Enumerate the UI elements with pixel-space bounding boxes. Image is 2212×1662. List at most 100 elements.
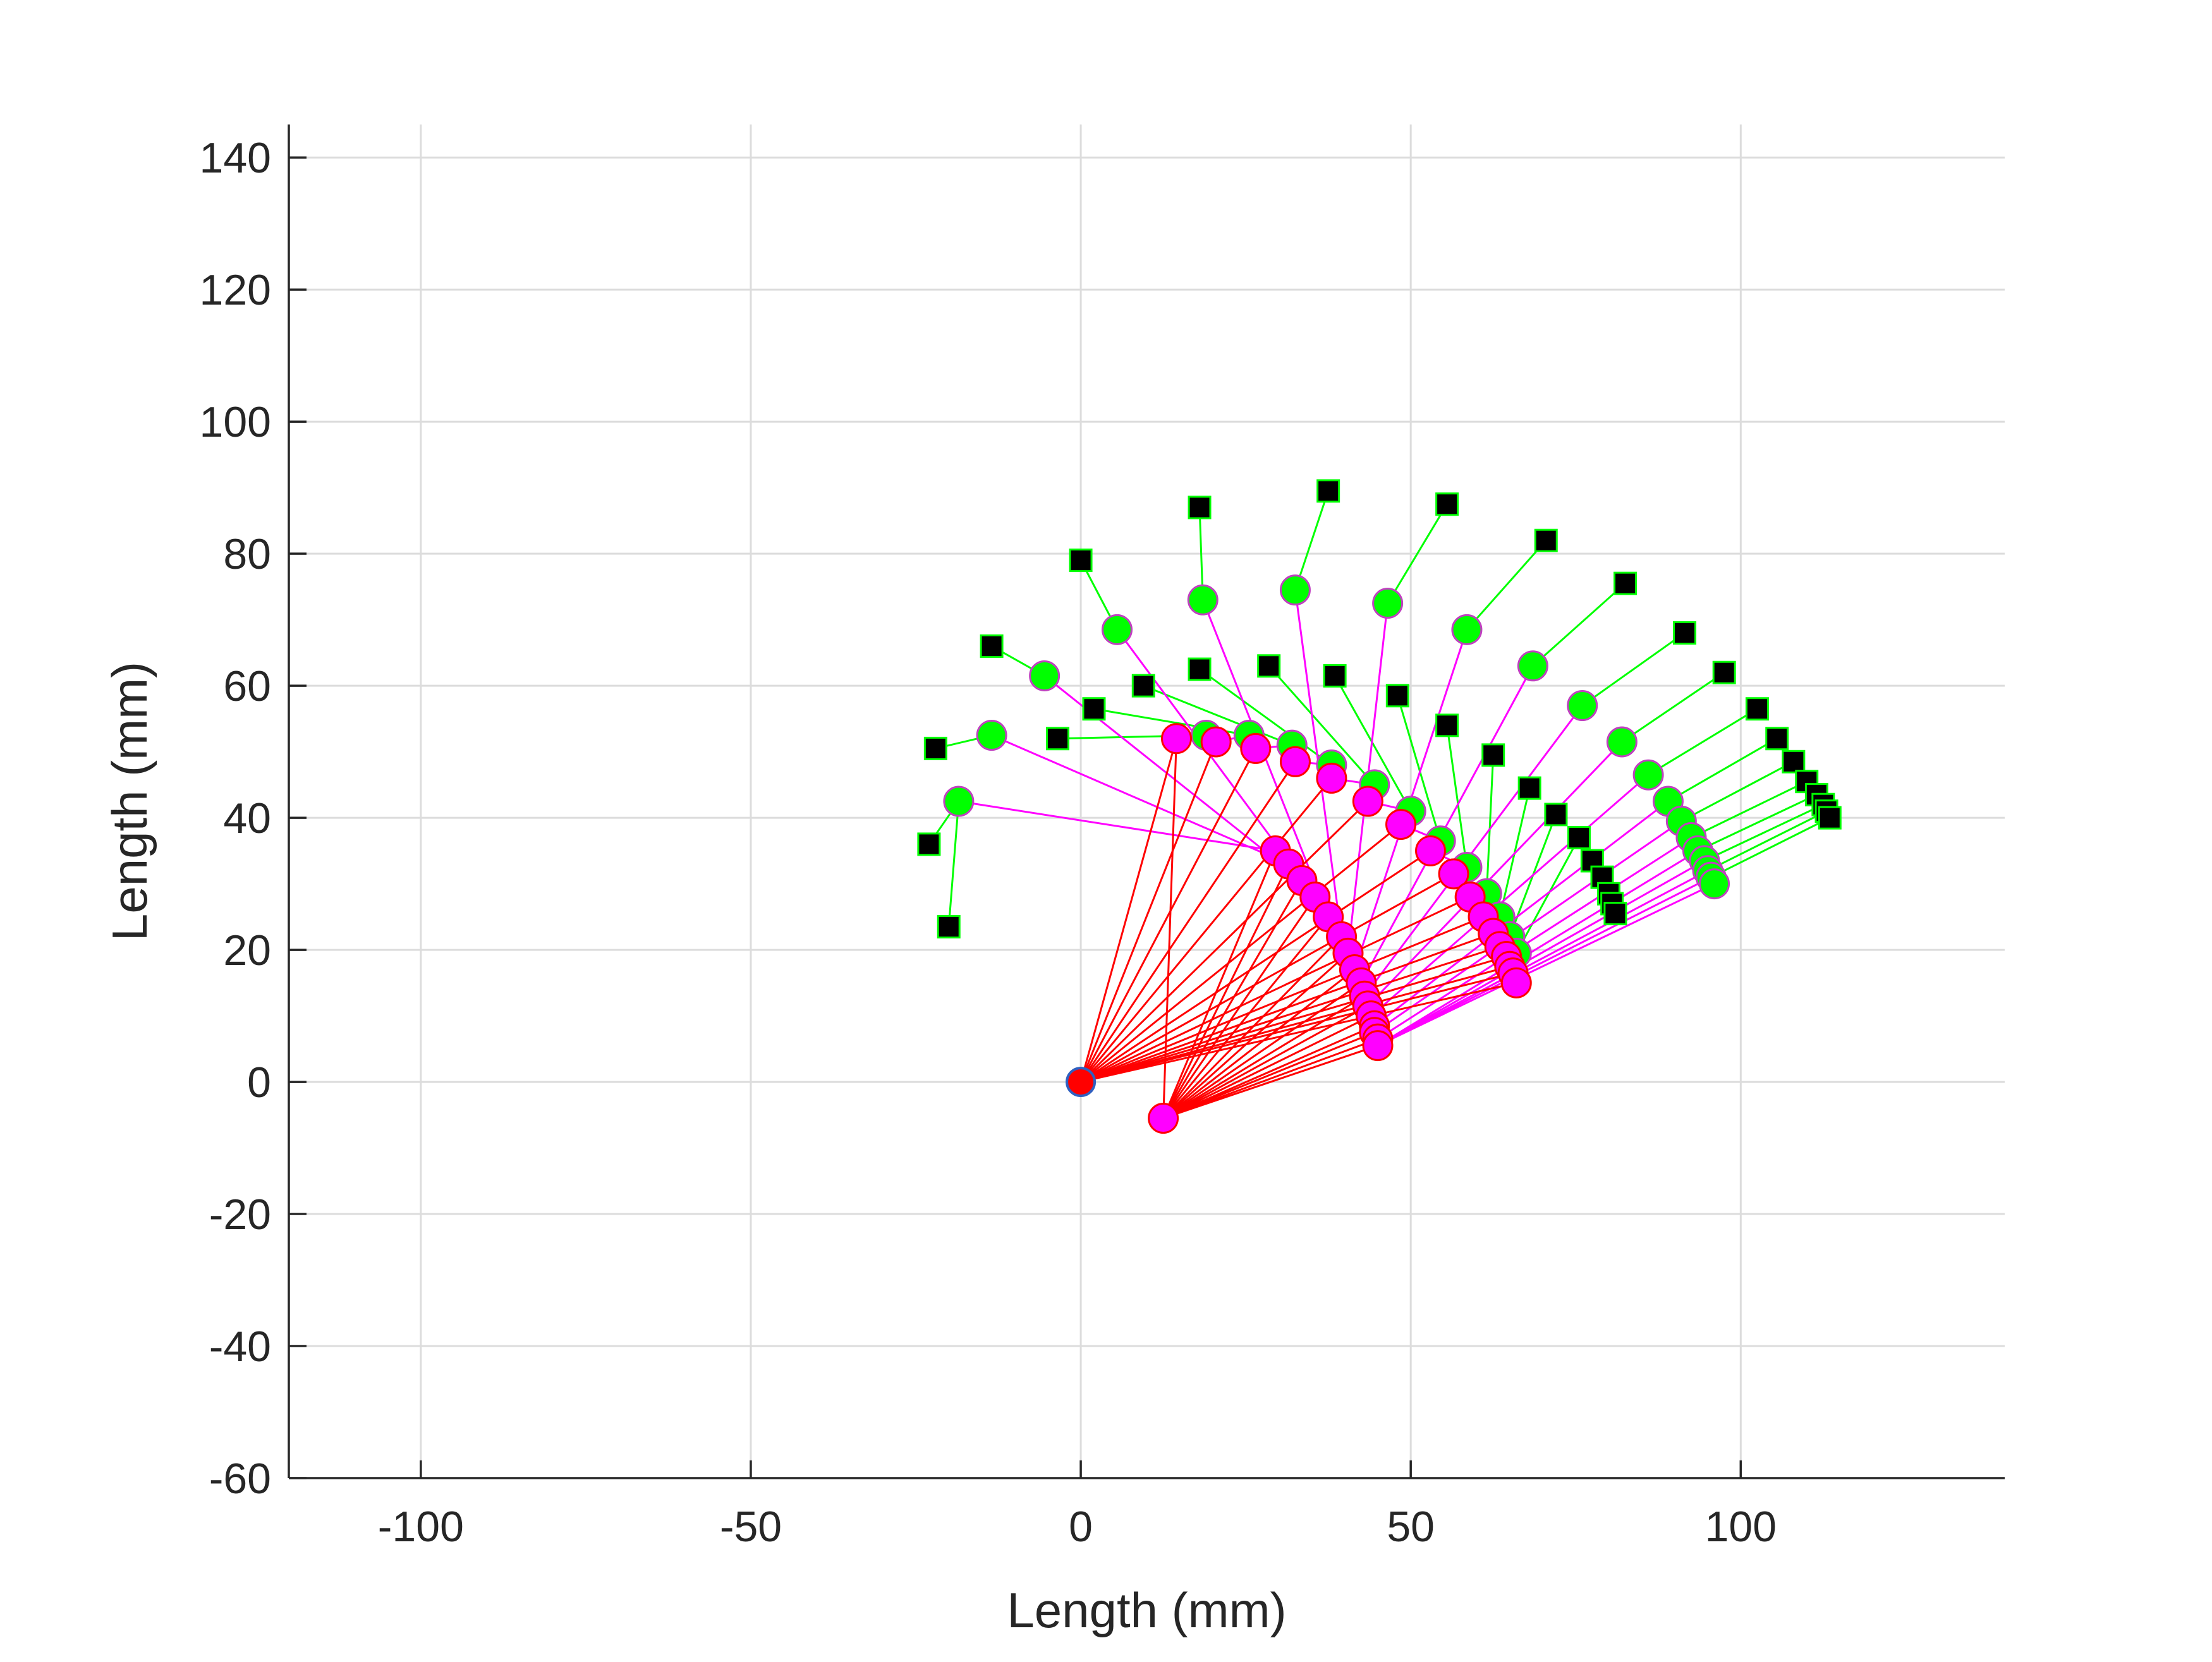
link1-line xyxy=(1163,1045,1378,1119)
y-tick-label: 120 xyxy=(200,266,271,314)
tip-marker xyxy=(1517,776,1541,800)
link1-line xyxy=(1080,823,1402,1083)
link3-line xyxy=(1485,755,1495,894)
link1-line xyxy=(1162,1015,1372,1119)
tip-marker xyxy=(1257,654,1281,678)
link3-line xyxy=(1532,583,1626,667)
joint1-marker xyxy=(1438,858,1469,890)
joint2-marker xyxy=(1451,614,1483,645)
tip-marker xyxy=(1745,697,1769,721)
link1-line xyxy=(1162,982,1362,1119)
y-tick-label: 100 xyxy=(200,398,271,446)
link1-line xyxy=(1079,748,1257,1083)
tip-marker xyxy=(1046,727,1070,751)
link3-line xyxy=(1396,695,1442,842)
base-marker xyxy=(1066,1067,1097,1098)
link3-line xyxy=(1387,504,1448,604)
y-tick-label: 0 xyxy=(247,1058,271,1107)
link1-line xyxy=(1080,945,1500,1083)
tip-marker xyxy=(1673,621,1697,645)
link3-line xyxy=(1707,810,1827,872)
tip-marker xyxy=(1567,825,1591,849)
joint2-marker xyxy=(1517,650,1548,682)
link3-line xyxy=(1648,708,1758,776)
link1-line xyxy=(1080,896,1471,1083)
plot-background xyxy=(289,124,2005,1478)
link3-line xyxy=(1691,780,1808,839)
joint2-marker xyxy=(1102,614,1133,645)
joint2-marker xyxy=(1372,588,1404,619)
link2-line xyxy=(1377,859,1705,1046)
tip-marker xyxy=(937,915,961,939)
joint1-marker xyxy=(1200,726,1232,758)
tip-marker xyxy=(1385,684,1409,708)
joint2-marker xyxy=(976,720,1007,751)
link2-line xyxy=(1377,850,1699,1046)
y-tick-label: 40 xyxy=(223,794,271,842)
tip-marker xyxy=(1765,727,1789,751)
link2-line xyxy=(1377,870,1708,1046)
link1-line xyxy=(1080,981,1517,1083)
link1-line xyxy=(1079,738,1177,1083)
markers-layer xyxy=(917,479,1842,1134)
link3-line xyxy=(1621,672,1725,743)
link2-line xyxy=(1377,837,1692,1040)
link1-line xyxy=(1080,800,1369,1083)
tip-marker xyxy=(1712,660,1736,684)
link1-line xyxy=(1080,850,1431,1083)
joint2-marker xyxy=(1632,759,1664,791)
joint2-marker xyxy=(1699,868,1730,900)
link2-line xyxy=(1377,883,1715,1046)
link1-line xyxy=(1079,777,1333,1083)
link2-line xyxy=(1373,820,1682,1033)
joint1-marker xyxy=(1500,967,1532,998)
joint1-marker xyxy=(1385,809,1417,840)
tip-marker xyxy=(1603,902,1627,926)
link2-line xyxy=(1363,705,1583,997)
link3-line xyxy=(1334,675,1412,812)
tip-marker xyxy=(1082,697,1106,721)
base2-marker xyxy=(1148,1103,1179,1134)
link3-line xyxy=(947,801,960,927)
link3-line xyxy=(1268,665,1375,786)
link3-line xyxy=(1199,668,1332,766)
joint2-marker xyxy=(1187,584,1218,616)
link1-line xyxy=(1162,936,1342,1119)
link1-line xyxy=(1163,1038,1378,1119)
tip-marker xyxy=(1435,492,1459,516)
link2-line xyxy=(1377,876,1711,1046)
joint2-marker xyxy=(1567,689,1598,721)
joint1-marker xyxy=(1240,732,1272,764)
tip-marker xyxy=(1131,674,1155,698)
y-tick-label: 80 xyxy=(223,530,271,578)
link3-line xyxy=(1697,794,1818,852)
tip-marker xyxy=(1818,806,1842,830)
link3-line xyxy=(1515,837,1580,954)
y-tick-label: 20 xyxy=(223,926,271,974)
link1-line xyxy=(1079,761,1296,1083)
tip-marker xyxy=(1613,571,1638,595)
link3-line xyxy=(1680,760,1794,822)
tip-marker xyxy=(917,832,941,856)
x-tick-label: 0 xyxy=(1069,1503,1093,1551)
y-axis-label: Length (mm) xyxy=(102,662,157,941)
joint1-marker xyxy=(1316,762,1347,794)
joint1-marker xyxy=(1160,723,1192,755)
y-tick-label: 140 xyxy=(200,134,271,182)
tip-marker xyxy=(923,736,947,760)
link1-line xyxy=(1163,1024,1375,1119)
link1-line xyxy=(1080,916,1484,1083)
x-axis-label: Length (mm) xyxy=(1007,1582,1286,1638)
joint2-marker xyxy=(1279,574,1311,606)
link3-line xyxy=(1667,737,1778,803)
x-tick-label: -100 xyxy=(378,1503,464,1551)
link1-line xyxy=(1079,741,1217,1083)
grid-layer xyxy=(289,124,2005,1479)
link1-line xyxy=(1163,1031,1375,1119)
tip-marker xyxy=(1316,479,1340,503)
tip-marker xyxy=(1323,664,1347,688)
x-tick-label: -50 xyxy=(720,1503,782,1551)
x-tick-label: 50 xyxy=(1387,1503,1435,1551)
y-tick-label: -40 xyxy=(209,1323,271,1371)
